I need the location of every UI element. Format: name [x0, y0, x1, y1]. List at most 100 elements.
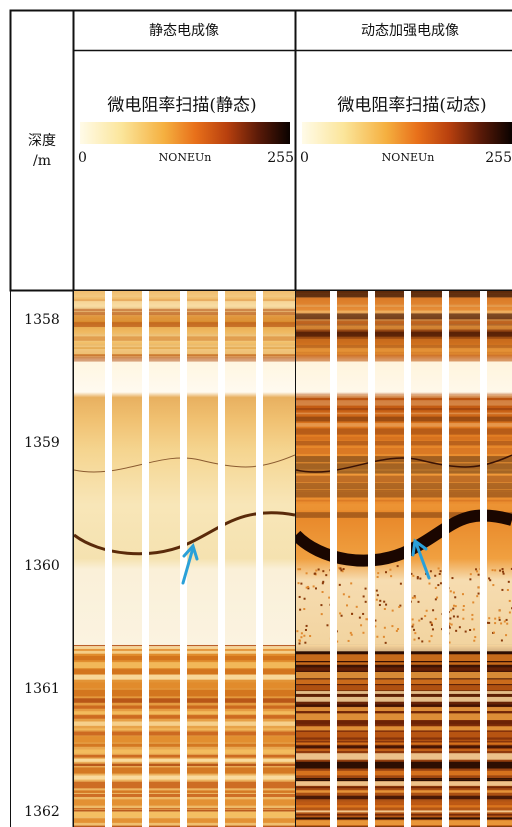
pad-gaps [105, 291, 487, 827]
speckle [346, 604, 349, 607]
speckle [473, 628, 476, 631]
speckle [425, 609, 428, 612]
speckle [462, 605, 465, 608]
speckle [395, 629, 398, 632]
speckle [362, 612, 365, 615]
speckle [429, 621, 432, 624]
speckle [477, 586, 480, 589]
speckle [300, 636, 303, 639]
speckle [477, 592, 480, 595]
speckle [508, 599, 511, 602]
speckle [418, 619, 421, 622]
arrow [181, 543, 199, 585]
speckle [493, 631, 496, 634]
speckle [350, 582, 353, 585]
speckle [469, 578, 472, 581]
scale-unit: NONEUn [382, 151, 435, 164]
speckle [414, 632, 417, 635]
speckle [501, 568, 504, 571]
speckle [494, 569, 497, 572]
speckle [434, 598, 437, 601]
speckle [391, 609, 394, 612]
speckle [413, 628, 416, 631]
speckle [338, 583, 341, 586]
speckle [508, 611, 511, 614]
speckle [355, 605, 358, 608]
speckle [488, 577, 491, 580]
scale-max: 255 [267, 150, 294, 166]
speckle [338, 566, 341, 569]
speckle [476, 570, 479, 573]
speckle [411, 596, 414, 599]
speckle [450, 609, 453, 612]
speckle [300, 632, 303, 635]
speckle [347, 639, 350, 642]
speckle [351, 612, 354, 615]
speckle [340, 569, 343, 572]
speckle [452, 615, 455, 618]
speckle [505, 634, 508, 637]
speckle [510, 567, 512, 570]
speckle [455, 629, 458, 632]
speckle [486, 621, 489, 624]
speckle [473, 639, 476, 642]
speckle [469, 628, 472, 631]
depth-tick-label: 1360 [24, 558, 60, 574]
speckle [432, 609, 435, 612]
speckle [298, 595, 301, 598]
speckle [502, 572, 505, 575]
speckle [448, 626, 451, 629]
speckle [390, 575, 393, 578]
scale-max: 255 [485, 150, 512, 166]
speckle [437, 567, 440, 570]
speckle [431, 628, 434, 631]
scale-min: 0 [78, 150, 87, 166]
speckle [326, 624, 329, 627]
speckle [436, 596, 439, 599]
speckle [303, 608, 306, 611]
scale-min: 0 [300, 150, 309, 166]
speckle [379, 599, 382, 602]
speckle [305, 572, 308, 575]
speckle [412, 574, 415, 577]
depth-axis: 1358 1359 1360 1361 1362 [24, 312, 60, 820]
speckle [299, 608, 302, 611]
speckle [358, 616, 361, 619]
speckle [492, 584, 495, 587]
speckle [322, 570, 325, 573]
speckle [471, 618, 474, 621]
speckle [454, 605, 457, 608]
speckle [399, 604, 402, 607]
pad-gap [442, 291, 449, 827]
speckle [325, 574, 328, 577]
speckle [498, 616, 501, 619]
speckle [417, 637, 420, 640]
speckle [464, 630, 467, 633]
speckle [429, 570, 432, 573]
speckle [297, 582, 300, 585]
speckle [494, 622, 497, 625]
speckle [342, 593, 345, 596]
speckle [449, 617, 452, 620]
speckle [397, 628, 400, 631]
speckle [304, 641, 307, 644]
speckle [472, 601, 475, 604]
speckle [462, 608, 465, 611]
pad-gap [404, 291, 411, 827]
speckle [315, 569, 318, 572]
pad-gap [480, 291, 487, 827]
speckle [317, 568, 320, 571]
speckle [438, 572, 441, 575]
speckle [505, 618, 508, 621]
speckle [384, 641, 387, 644]
speckle [476, 595, 479, 598]
speckle [362, 595, 365, 598]
speckle [365, 618, 368, 621]
speckle [491, 569, 494, 572]
speckle [416, 577, 419, 580]
speckle [489, 579, 492, 582]
speckle [434, 617, 437, 620]
pad-gap [256, 291, 263, 827]
speckle [448, 641, 451, 644]
speckle [309, 635, 312, 638]
